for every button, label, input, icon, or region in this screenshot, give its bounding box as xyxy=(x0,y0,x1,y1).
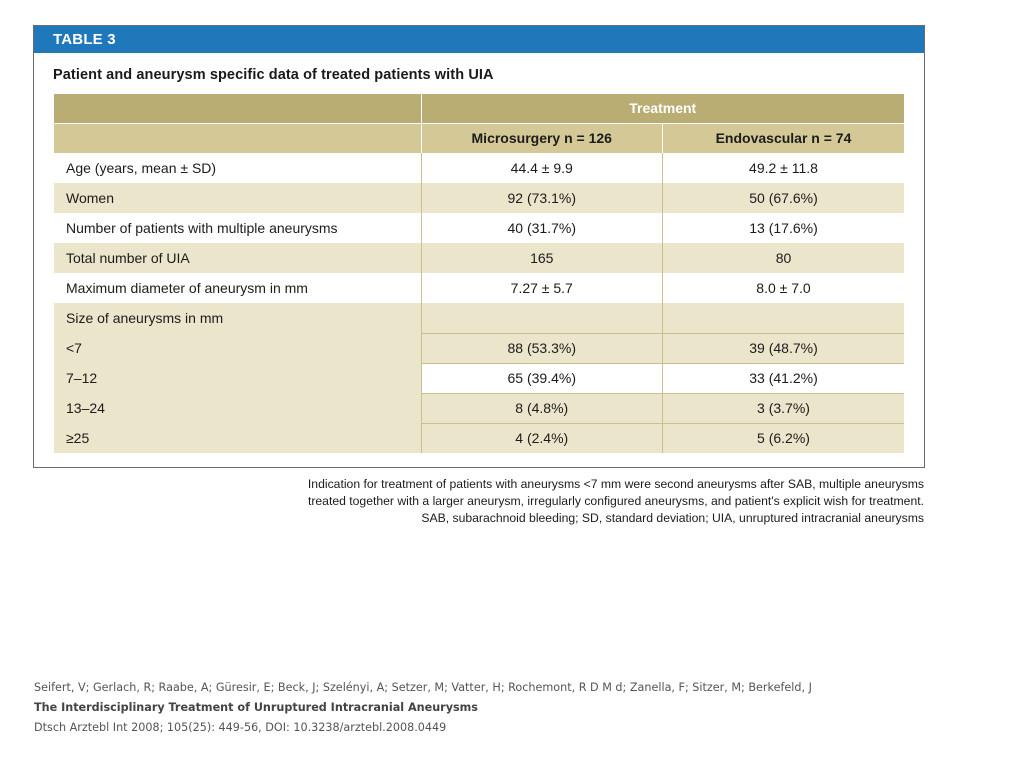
footnote-line: treated together with a larger aneurysm,… xyxy=(307,494,924,508)
endovascular-value xyxy=(662,303,904,334)
microsurgery-value: 7.27 ± 5.7 xyxy=(421,273,663,303)
row-label: Age (years, mean ± SD) xyxy=(54,153,422,183)
citation-title: The Interdisciplinary Treatment of Unrup… xyxy=(34,701,478,714)
row-label: <7 xyxy=(54,333,422,363)
row-label: Size of aneurysms in mm xyxy=(54,303,422,333)
table-caption: Patient and aneurysm specific data of tr… xyxy=(53,67,494,83)
table-row: 13–24 8 (4.8%) 3 (3.7%) xyxy=(54,393,904,424)
row-label: ≥25 xyxy=(54,423,422,453)
header-row-group: Treatment xyxy=(54,94,904,123)
endovascular-value: 5 (6.2%) xyxy=(662,423,904,453)
table-row: Women 92 (73.1%) 50 (67.6%) xyxy=(54,183,904,213)
header-empty-cell xyxy=(54,94,422,123)
header-row-columns: Microsurgery n = 126 Endovascular n = 74 xyxy=(54,122,904,153)
endovascular-value: 50 (67.6%) xyxy=(662,183,904,213)
endovascular-value: 3 (3.7%) xyxy=(662,393,904,424)
row-label: 13–24 xyxy=(54,393,422,423)
endovascular-value: 33 (41.2%) xyxy=(662,363,904,394)
microsurgery-value: 40 (31.7%) xyxy=(421,213,663,243)
row-label: 7–12 xyxy=(54,363,422,393)
row-label: Maximum diameter of aneurysm in mm xyxy=(54,273,422,303)
table-row: Age (years, mean ± SD) 44.4 ± 9.9 49.2 ±… xyxy=(54,153,904,183)
row-label: Total number of UIA xyxy=(54,243,422,273)
table-row: Total number of UIA 165 80 xyxy=(54,243,904,273)
endovascular-value: 80 xyxy=(662,243,904,273)
table-row: <7 88 (53.3%) 39 (48.7%) xyxy=(54,333,904,364)
footnote-line: Indication for treatment of patients wit… xyxy=(307,477,924,491)
microsurgery-value xyxy=(421,303,663,334)
table-label: TABLE 3 xyxy=(34,26,924,53)
microsurgery-value: 65 (39.4%) xyxy=(421,363,663,394)
microsurgery-header: Microsurgery n = 126 xyxy=(420,122,663,153)
header-empty-cell xyxy=(54,122,422,153)
data-table: Treatment Microsurgery n = 126 Endovascu… xyxy=(54,94,904,453)
microsurgery-value: 165 xyxy=(421,243,663,273)
endovascular-header: Endovascular n = 74 xyxy=(662,122,904,153)
treatment-header: Treatment xyxy=(420,94,904,123)
table-row: ≥25 4 (2.4%) 5 (6.2%) xyxy=(54,423,904,453)
microsurgery-value: 44.4 ± 9.9 xyxy=(421,153,663,183)
table-frame: TABLE 3 Patient and aneurysm specific da… xyxy=(33,25,925,468)
citation: Seifert, V; Gerlach, R; Raabe, A; Güresi… xyxy=(34,678,812,738)
row-label: Women xyxy=(54,183,422,213)
microsurgery-value: 4 (2.4%) xyxy=(421,423,663,453)
table-row: Number of patients with multiple aneurys… xyxy=(54,213,904,243)
microsurgery-value: 88 (53.3%) xyxy=(421,333,663,364)
citation-authors: Seifert, V; Gerlach, R; Raabe, A; Güresi… xyxy=(34,681,812,694)
table-row: Size of aneurysms in mm xyxy=(54,303,904,334)
endovascular-value: 49.2 ± 11.8 xyxy=(662,153,904,183)
footnote-line: SAB, subarachnoid bleeding; SD, standard… xyxy=(421,511,924,525)
table-footnote: Indication for treatment of patients wit… xyxy=(264,476,924,527)
citation-source: Dtsch Arztebl Int 2008; 105(25): 449-56,… xyxy=(34,721,447,734)
microsurgery-value: 8 (4.8%) xyxy=(421,393,663,424)
endovascular-value: 13 (17.6%) xyxy=(662,213,904,243)
table-row: 7–12 65 (39.4%) 33 (41.2%) xyxy=(54,363,904,394)
endovascular-value: 8.0 ± 7.0 xyxy=(662,273,904,303)
row-label: Number of patients with multiple aneurys… xyxy=(54,213,422,243)
microsurgery-value: 92 (73.1%) xyxy=(421,183,663,213)
endovascular-value: 39 (48.7%) xyxy=(662,333,904,364)
table-row: Maximum diameter of aneurysm in mm 7.27 … xyxy=(54,273,904,303)
